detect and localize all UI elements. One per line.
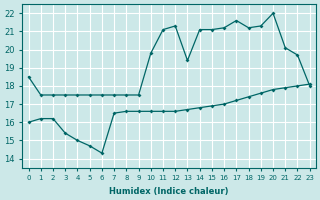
X-axis label: Humidex (Indice chaleur): Humidex (Indice chaleur) (109, 187, 229, 196)
